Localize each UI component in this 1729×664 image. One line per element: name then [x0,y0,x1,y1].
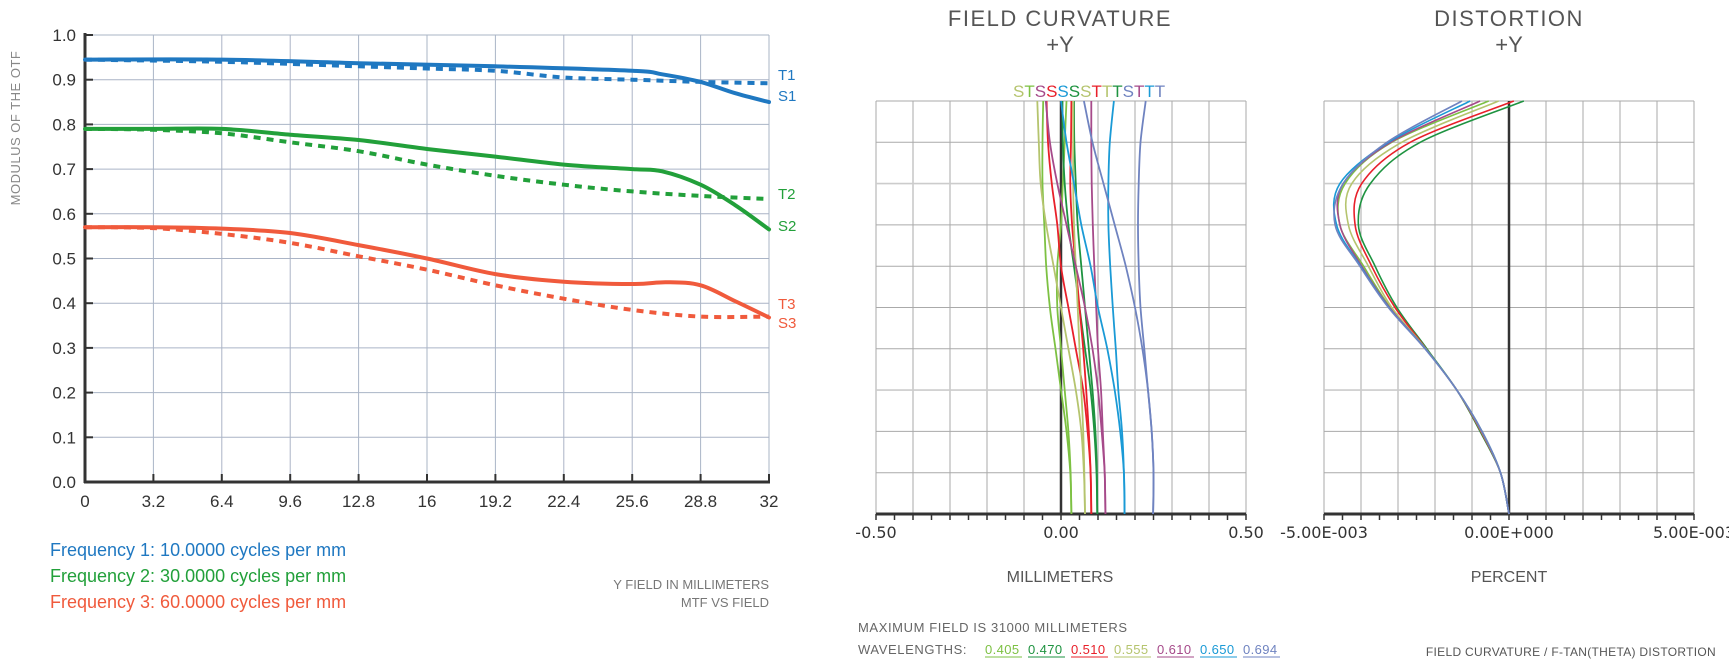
legend-frequency-1: Frequency 1: 10.0000 cycles per mm [50,540,346,560]
mtf-y-axis-label: MODULUS OF THE OTF [8,51,23,206]
field-curvature-subtitle: +Y [1046,32,1074,57]
distortion-x-axis-label: PERCENT [1471,569,1548,586]
field-curvature-top-labels: STSSSSSTTTSTTT [1013,82,1165,101]
distortion-x-tick-label: 5.00E-003 [1653,523,1729,542]
mtf-x-tick-label: 6.4 [210,492,234,511]
mtf-series-label-t3: T3 [778,296,796,313]
field-curvature-top-label: T [1144,82,1154,101]
wavelength-0.650: 0.650 [1200,642,1235,657]
field-curvature-x-tick-label: 0.00 [1043,523,1079,542]
mtf-x-tick-label: 9.6 [278,492,302,511]
field-curvature-x-axis-label: MILLIMETERS [1007,569,1114,586]
max-field-note: MAXIMUM FIELD IS 31000 MILLIMETERS [858,620,1128,635]
wavelength-0.510: 0.510 [1071,642,1106,657]
field-curvature-top-label: S [1035,82,1046,101]
field-curvature-t-0.694 [1137,100,1155,515]
mtf-y-tick-label: 0.8 [52,115,76,134]
field-curvature-top-label: S [1057,82,1068,101]
mtf-y-tick-label: 0.7 [52,160,76,179]
field-curvature-t-0.555 [1072,101,1086,515]
mtf-series-label-s2: S2 [778,218,796,235]
mtf-x-tick-label: 22.4 [547,492,580,511]
wavelength-0.610: 0.610 [1157,642,1192,657]
legend-frequency-2: Frequency 2: 30.0000 cycles per mm [50,566,346,586]
mtf-x-tick-label: 28.8 [684,492,717,511]
mtf-x-tick-label: 25.6 [616,492,649,511]
mtf-x-axis-label: Y FIELD IN MILLIMETERS [613,577,769,592]
field-curvature-t-0.405 [1041,100,1073,515]
field-curvature-top-label: T [1024,82,1034,101]
mtf-x-tick-label: 19.2 [479,492,512,511]
wavelengths-legend: WAVELENGTHS: 0.405 0.470 0.510 0.555 0.610 0.… [858,642,1280,658]
field-curvature-top-label: S [1013,82,1024,101]
mtf-series-label-t2: T2 [778,186,796,203]
distortion-x-tick-label: 0.00E+000 [1464,523,1554,542]
field-curvature-x-tick-label: 0.50 [1228,523,1264,542]
field-curvature-top-label: S [1046,82,1057,101]
mtf-x-tick-label: 0 [80,492,89,511]
mtf-y-tick-label: 0.1 [52,428,76,447]
mtf-x-tick-label: 16 [418,492,437,511]
field-curvature-s-0.555 [1036,100,1086,515]
field-curvature-s-0.650 [1060,100,1126,515]
mtf-series-s1 [83,57,771,105]
mtf-x-tick-label: 3.2 [142,492,166,511]
wavelengths-label: WAVELENGTHS: [858,642,967,657]
mtf-series-label-s3: S3 [778,315,796,332]
field-curvature-t-0.510 [1069,100,1093,515]
mtf-series-t3 [84,225,770,320]
field-curvature-top-label: S [1080,82,1091,101]
field-curvature-top-label: T [1102,82,1112,101]
field-curvature-top-label: S [1123,82,1134,101]
distortion-title: DISTORTION [1434,6,1584,31]
field-curvature-t-0.650 [1107,100,1126,515]
field-curvature-title: FIELD CURVATURE [948,6,1172,31]
mtf-x-tick-label: 12.8 [342,492,375,511]
field-curvature-top-label: S [1069,82,1080,101]
field-curvature-top-label: T [1155,82,1165,101]
mtf-chart: 0 3.2 6.4 9.6 12.8 16 19.2 22.4 25.6 28.8 32 0.0 0.1… [52,26,796,511]
mtf-y-tick-label: 0.0 [52,473,76,492]
legend-frequency-3: Frequency 3: 60.0000 cycles per mm [50,592,346,612]
wavelength-0.470: 0.470 [1028,642,1063,657]
mtf-x-tick-label: 32 [760,492,779,511]
mtf-series-t2 [84,126,770,201]
distortion-subtitle: +Y [1495,32,1523,57]
mtf-y-tick-label: 0.9 [52,71,76,90]
field-curvature-top-label: T [1134,82,1144,101]
field-curvature-top-label: T [1091,82,1101,101]
distortion-x-tick-label: -5.00E-003 [1280,523,1368,542]
mtf-series-label-s1: S1 [778,88,796,105]
mtf-y-tick-label: 0.3 [52,339,76,358]
footer-caption: FIELD CURVATURE / F-TAN(THETA) DISTORTIO… [1426,645,1716,659]
wavelength-0.694: 0.694 [1243,642,1278,657]
wavelength-0.555: 0.555 [1114,642,1149,657]
field-curvature-top-label: T [1112,82,1122,101]
mtf-series-s3 [83,225,771,320]
wavelength-0.405: 0.405 [985,642,1020,657]
mtf-title: MTF VS FIELD [681,595,769,610]
mtf-y-tick-label: 0.6 [52,205,76,224]
mtf-y-tick-label: 0.4 [52,294,76,313]
field-curvature-x-tick-label: -0.50 [855,523,896,542]
mtf-y-tick-label: 0.5 [52,250,76,269]
field-curvature-t-0.610 [1090,101,1107,515]
distortion-curve-0.694 [1333,100,1510,515]
mtf-series-s2 [83,126,771,232]
distortion-chart: -5.00E-003 0.00E+000 5.00E-003 [1280,100,1729,542]
mtf-series-t1 [84,57,770,86]
mtf-series-label-t1: T1 [778,67,796,84]
mtf-y-tick-label: 0.2 [52,384,76,403]
mtf-y-tick-label: 1.0 [52,26,76,45]
